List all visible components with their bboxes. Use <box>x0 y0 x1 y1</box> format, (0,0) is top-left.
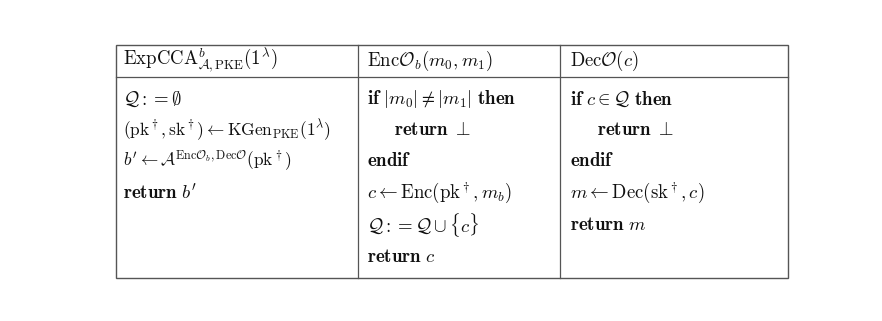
Text: $\mathcal{Q} := \emptyset$: $\mathcal{Q} := \emptyset$ <box>123 90 182 109</box>
Text: $\mathbf{return}\ \bot$: $\mathbf{return}\ \bot$ <box>394 121 471 139</box>
Text: $(\mathrm{pk}^\dagger, \mathrm{sk}^\dagger) \leftarrow \mathrm{KGen}_{\mathrm{PK: $(\mathrm{pk}^\dagger, \mathrm{sk}^\dagg… <box>123 117 331 143</box>
Text: $m \leftarrow \mathrm{Dec}(\mathrm{sk}^\dagger, c)$: $m \leftarrow \mathrm{Dec}(\mathrm{sk}^\… <box>570 181 704 205</box>
Text: $\mathrm{Dec}\mathcal{O}(c)$: $\mathrm{Dec}\mathcal{O}(c)$ <box>570 49 639 73</box>
Text: $b' \leftarrow \mathcal{A}^{\mathrm{Enc}\mathcal{O}_b,\mathrm{Dec}\mathcal{O}}(\: $b' \leftarrow \mathcal{A}^{\mathrm{Enc}… <box>123 149 291 173</box>
Text: $\mathbf{return}\ \bot$: $\mathbf{return}\ \bot$ <box>597 121 674 139</box>
Text: $\mathbf{if}\ c \in \mathcal{Q}\ \mathbf{then}$: $\mathbf{if}\ c \in \mathcal{Q}\ \mathbf… <box>570 90 673 109</box>
Text: $\mathbf{return}\ b'$: $\mathbf{return}\ b'$ <box>123 183 197 203</box>
FancyBboxPatch shape <box>116 45 789 278</box>
Text: $\mathbf{endif}$: $\mathbf{endif}$ <box>367 152 411 170</box>
Text: $\mathbf{return}\ c$: $\mathbf{return}\ c$ <box>367 248 435 266</box>
Text: $\mathbf{endif}$: $\mathbf{endif}$ <box>570 152 614 170</box>
Text: $\mathbf{if}\ |m_0| \neq |m_1|\ \mathbf{then}$: $\mathbf{if}\ |m_0| \neq |m_1|\ \mathbf{… <box>367 88 516 110</box>
Text: $\mathcal{Q} := \mathcal{Q} \cup \{c\}$: $\mathcal{Q} := \mathcal{Q} \cup \{c\}$ <box>367 211 479 239</box>
Text: $\mathrm{Enc}\mathcal{O}_b(m_0, m_1)$: $\mathrm{Enc}\mathcal{O}_b(m_0, m_1)$ <box>367 49 492 73</box>
Text: $\mathbf{return}\ m$: $\mathbf{return}\ m$ <box>570 216 646 234</box>
Text: $c \leftarrow \mathrm{Enc}(\mathrm{pk}^\dagger, m_b)$: $c \leftarrow \mathrm{Enc}(\mathrm{pk}^\… <box>367 181 512 205</box>
Text: $\mathrm{ExpCCA}^b_{\mathcal{A},\mathrm{PKE}}(1^\lambda)$: $\mathrm{ExpCCA}^b_{\mathcal{A},\mathrm{… <box>123 47 277 75</box>
